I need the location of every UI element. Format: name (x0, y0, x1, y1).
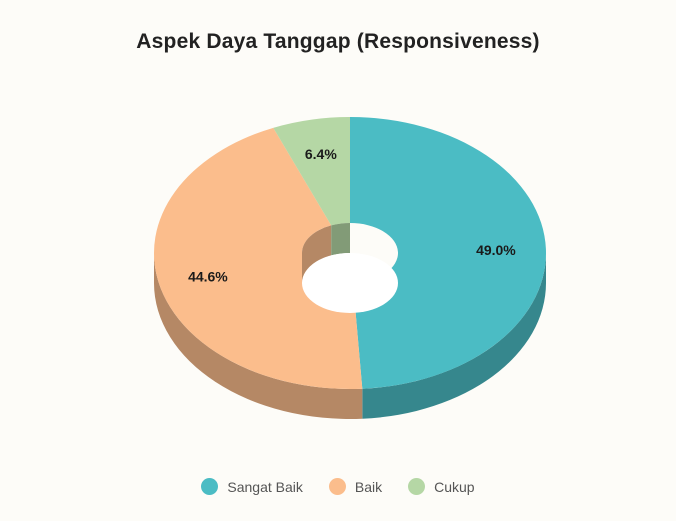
legend-swatch-sangat-baik (201, 478, 219, 495)
pie-side-baik (154, 253, 363, 419)
legend-item-baik[interactable]: Baik (328, 478, 383, 495)
hole-wall-baik (302, 225, 332, 283)
legend-swatch-baik (328, 478, 346, 495)
donut-hole (302, 253, 398, 313)
pie-slice-cukup[interactable] (273, 117, 350, 226)
data-label-cukup: 6.4% (305, 146, 337, 162)
legend-label-baik: Baik (354, 478, 383, 495)
legend-item-sangat-baik[interactable]: Sangat Baik (201, 478, 303, 495)
legend-swatch-cukup (408, 478, 426, 495)
pie-side-sangat-baik (362, 253, 546, 419)
data-label-sangat-baik: 49.0% (476, 242, 516, 258)
pie-slice-baik[interactable] (154, 127, 363, 389)
chart-title: Aspek Daya Tanggap (Responsiveness) (136, 30, 540, 53)
legend-label-cukup: Cukup (434, 478, 475, 495)
data-label-baik: 44.6% (188, 268, 228, 284)
pie-slice-sangat-baik[interactable] (350, 117, 546, 389)
chart-legend: Sangat Baik Baik Cukup (0, 478, 676, 495)
hole-wall-cukup (331, 223, 350, 256)
legend-item-cukup[interactable]: Cukup (408, 478, 475, 495)
legend-label-sangat-baik: Sangat Baik (227, 478, 303, 495)
